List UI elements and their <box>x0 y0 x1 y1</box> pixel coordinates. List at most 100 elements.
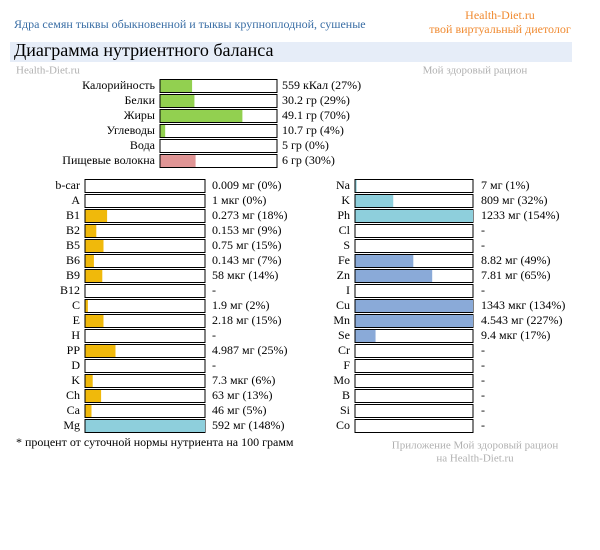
bar <box>355 315 473 327</box>
bar-box <box>354 344 474 358</box>
value-label: 809 мг (32%) <box>481 193 548 207</box>
bar <box>355 180 357 192</box>
bar <box>85 390 102 402</box>
bar <box>355 255 414 267</box>
bar-box <box>84 314 206 328</box>
bar <box>85 225 97 237</box>
value-label: 6 гр (30%) <box>282 153 335 167</box>
value-label: 2.18 мг (15%) <box>212 313 282 327</box>
heading-bar <box>10 42 572 62</box>
bar-box <box>84 284 206 298</box>
bar <box>85 255 94 267</box>
category-label: Вода <box>130 138 156 152</box>
value-label: 0.273 мг (18%) <box>212 208 288 222</box>
bar-box <box>354 239 474 253</box>
category-label: Cu <box>336 298 350 312</box>
value-label: 10.7 гр (4%) <box>282 123 344 137</box>
value-label: - <box>481 388 485 402</box>
bar <box>160 110 243 122</box>
bar-box <box>354 374 474 388</box>
category-label: K <box>341 193 350 207</box>
value-label: 1233 мг (154%) <box>481 208 560 222</box>
bar <box>160 95 195 107</box>
value-label: 7.81 мг (65%) <box>481 268 551 282</box>
bar-box <box>354 419 474 433</box>
value-label: - <box>481 238 485 252</box>
value-label: 5 гр (0%) <box>282 138 329 152</box>
category-label: Zn <box>337 268 350 282</box>
value-label: 58 мкг (14%) <box>212 268 278 282</box>
bar-box <box>84 239 206 253</box>
category-label: Fe <box>338 253 350 267</box>
bar <box>355 195 394 207</box>
category-label: H <box>71 328 80 342</box>
value-label: - <box>481 343 485 357</box>
value-label: - <box>212 358 216 372</box>
category-label: E <box>73 313 80 327</box>
value-label: 30.2 гр (29%) <box>282 93 350 107</box>
category-label: F <box>343 358 350 372</box>
bar-box <box>84 404 206 418</box>
site-slogan: твой виртуальный диетолог <box>429 22 571 36</box>
category-label: Se <box>338 328 350 342</box>
category-label: Mn <box>333 313 350 327</box>
value-label: 592 мг (148%) <box>212 418 285 432</box>
category-label: B9 <box>66 268 80 282</box>
bar-box <box>354 359 474 373</box>
value-label: 1.9 мг (2%) <box>212 298 270 312</box>
bar <box>160 125 166 137</box>
value-label: - <box>212 283 216 297</box>
category-label: Cr <box>338 343 350 357</box>
bar-box <box>84 389 206 403</box>
value-label: 4.543 мг (227%) <box>481 313 563 327</box>
category-label: B <box>342 388 350 402</box>
category-label: B12 <box>60 283 80 297</box>
category-label: B1 <box>66 208 80 222</box>
bar-box <box>84 299 206 313</box>
bar <box>355 210 473 222</box>
value-label: - <box>481 358 485 372</box>
bar <box>355 270 433 282</box>
value-label: 7.3 мкг (6%) <box>212 373 275 387</box>
category-label: Mo <box>333 373 350 387</box>
bar-box <box>84 269 206 283</box>
product-title: Ядра семян тыквы обыкновенной и тыквы кр… <box>14 17 366 31</box>
category-label: Mg <box>63 418 80 432</box>
category-label: Белки <box>125 93 156 107</box>
category-label: Жиры <box>124 108 155 122</box>
category-label: Пищевые волокна <box>62 153 155 167</box>
bar <box>160 80 193 92</box>
value-label: 49.1 гр (70%) <box>282 108 350 122</box>
bar-box <box>84 179 206 193</box>
category-label: Si <box>340 403 351 417</box>
bar <box>85 240 104 252</box>
value-label: 559 кКал (27%) <box>282 78 361 92</box>
bar-box <box>354 224 474 238</box>
category-label: A <box>71 193 80 207</box>
value-label: 0.75 мг (15%) <box>212 238 282 252</box>
bar-box <box>354 389 474 403</box>
category-label: B6 <box>66 253 80 267</box>
value-label: 9.4 мкг (17%) <box>481 328 550 342</box>
category-label: Na <box>336 178 351 192</box>
category-label: C <box>72 298 80 312</box>
bar <box>85 345 116 357</box>
category-label: Ph <box>337 208 350 222</box>
value-label: - <box>212 328 216 342</box>
category-label: b-car <box>55 178 80 192</box>
bar-box <box>354 404 474 418</box>
footer-text: на Health-Diet.ru <box>436 453 514 465</box>
category-label: I <box>346 283 350 297</box>
category-label: Калорийность <box>82 78 155 92</box>
category-label: Ch <box>66 388 80 402</box>
category-label: Co <box>336 418 350 432</box>
bar-box <box>84 209 206 223</box>
value-label: 8.82 мг (49%) <box>481 253 551 267</box>
watermark: Мой здоровый рацион <box>423 65 528 77</box>
bar <box>355 300 473 312</box>
bar <box>85 300 88 312</box>
watermark: Health-Diet.ru <box>16 65 80 77</box>
value-label: 0.009 мг (0%) <box>212 178 282 192</box>
category-label: K <box>71 373 80 387</box>
